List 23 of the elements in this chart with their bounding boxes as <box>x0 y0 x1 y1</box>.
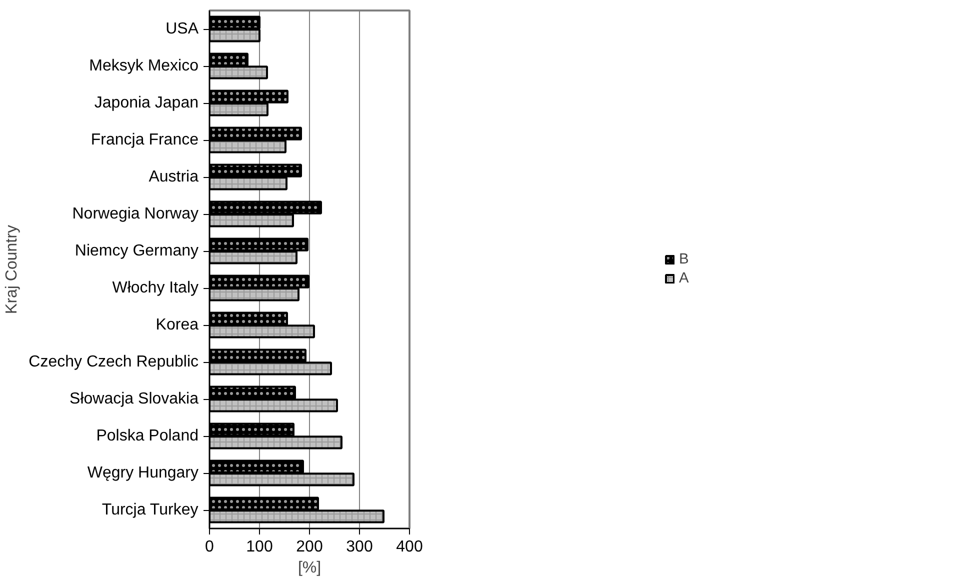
y-tick-label: Polska Poland <box>96 428 199 444</box>
x-axis-title: [%] <box>298 560 322 576</box>
y-tick-label: Czechy Czech Republic <box>28 354 199 370</box>
x-tick-label: 200 <box>296 538 323 556</box>
y-tick-label: Węgry Hungary <box>87 464 199 482</box>
y-tick-label: Korea <box>156 316 199 334</box>
x-tick-label: 400 <box>396 538 423 556</box>
y-tick-label: Turcja Turkey <box>102 502 198 518</box>
y-tick-label: Meksyk Mexico <box>89 58 199 74</box>
y-tick-label: USA <box>166 20 199 38</box>
y-tick-label: Włochy Italy <box>112 280 199 296</box>
y-tick-label: Słowacja Slovakia <box>70 390 199 408</box>
y-tick-label: Norwegia Norway <box>72 206 198 222</box>
x-tick-label: 0 <box>205 538 214 556</box>
y-tick-label: Japonia Japan <box>94 94 199 112</box>
x-tick-label: 100 <box>246 538 273 556</box>
legend-label: B <box>679 252 690 268</box>
y-tick-label: Niemcy Germany <box>74 242 198 260</box>
x-tick-label: 300 <box>346 538 373 556</box>
y-axis-title: Kraj Country <box>4 225 21 314</box>
legend-label: A <box>679 270 690 286</box>
y-tick-label: Austria <box>148 168 199 186</box>
y-tick-label: Francja France <box>90 132 199 148</box>
